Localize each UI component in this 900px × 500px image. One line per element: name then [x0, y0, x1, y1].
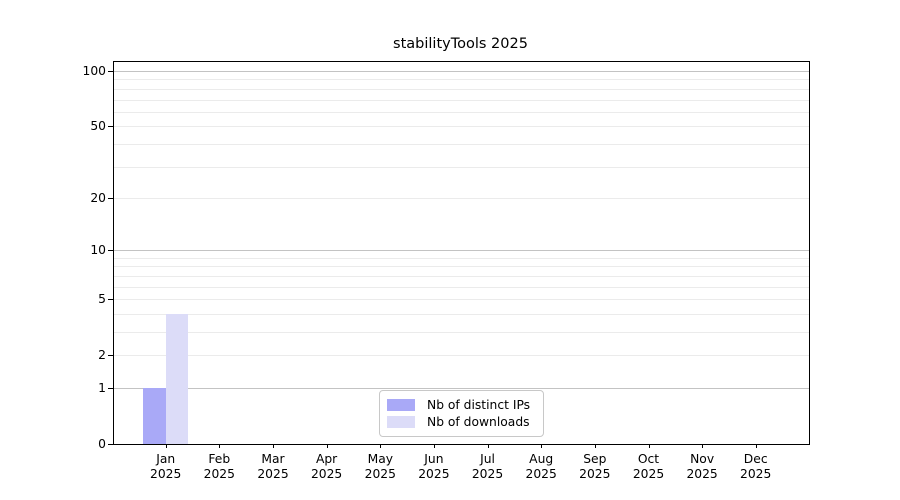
legend-row: Nb of distinct IPs — [387, 397, 535, 413]
x-tick-label: Jun 2025 — [418, 452, 450, 481]
x-tick-label: Feb 2025 — [203, 452, 235, 481]
gridline-minor — [114, 79, 809, 81]
legend-row: Nb of downloads — [387, 414, 535, 430]
x-tick — [326, 444, 328, 448]
gridline-minor — [114, 313, 809, 315]
bar-downloads — [165, 313, 189, 444]
gridline-minor — [114, 266, 809, 268]
gridline-minor — [114, 126, 809, 128]
gridline-minor — [114, 88, 809, 90]
x-axis-layer: Jan 2025 Feb 2025 Mar 2025 Apr 2025 May 2025… — [114, 62, 809, 481]
legend-label: Nb of downloads — [427, 414, 530, 429]
x-tick-label: Aug 2025 — [525, 452, 557, 481]
gridline-minor — [114, 257, 809, 259]
y-tick-label: 100 — [82, 63, 106, 78]
gridline-minor — [114, 286, 809, 288]
x-tick-label: Dec 2025 — [740, 452, 772, 481]
gridline-minor — [114, 99, 809, 101]
x-tick-label: Oct 2025 — [632, 452, 665, 481]
plot-area: Jan 2025 Feb 2025 Mar 2025 Apr 2025 May 2025… — [83, 61, 810, 481]
y-tick-label: 20 — [90, 190, 106, 205]
x-tick — [487, 444, 489, 448]
x-tick — [541, 444, 543, 448]
x-tick — [165, 444, 167, 448]
x-tick — [273, 444, 274, 448]
gridline-major — [114, 71, 809, 72]
gridline-major — [114, 388, 809, 389]
x-tick — [594, 444, 596, 448]
legend-swatch — [387, 399, 415, 411]
x-tick-label: Jan 2025 — [150, 452, 182, 481]
x-tick-label: Apr 2025 — [310, 452, 343, 481]
gridline-minor — [114, 143, 809, 145]
x-tick — [219, 444, 221, 448]
y-tick-label: 5 — [98, 292, 106, 307]
chart-title: stabilityTools 2025 — [393, 36, 528, 52]
y-tick — [108, 71, 113, 72]
x-tick-label: Nov 2025 — [686, 452, 718, 481]
y-tick-label: 1 — [98, 380, 106, 395]
x-tick-label: May 2025 — [364, 452, 396, 481]
gridlines-layer — [114, 62, 809, 444]
y-tick-label: 0 — [98, 436, 106, 451]
y-tick — [108, 197, 113, 199]
y-axis-layer: 0 1 2 5 10 20 50 100 — [83, 62, 809, 450]
y-tick — [108, 444, 113, 445]
y-tick — [108, 126, 113, 128]
x-tick — [380, 444, 382, 448]
x-tick-label: Mar 2025 — [257, 452, 289, 481]
y-tick-label: 10 — [90, 243, 106, 258]
gridline-minor — [114, 299, 809, 301]
gridline-minor — [114, 332, 809, 333]
gridline-minor — [114, 355, 809, 357]
y-tick — [108, 250, 113, 252]
x-tick — [433, 444, 435, 448]
gridline-minor — [114, 111, 809, 113]
y-tick-label: 2 — [98, 348, 106, 363]
legend: Nb of distinct IPs Nb of downloads — [379, 390, 544, 437]
gridline-minor — [114, 166, 809, 168]
x-tick — [755, 444, 757, 448]
y-tick-label: 50 — [90, 119, 106, 134]
legend-swatch — [387, 416, 415, 428]
gridline-minor — [114, 197, 809, 199]
y-tick — [108, 299, 113, 301]
x-tick — [648, 444, 650, 448]
legend-label: Nb of distinct IPs — [427, 397, 531, 412]
gridline-major — [114, 250, 809, 252]
gridline-minor — [114, 275, 809, 277]
y-tick — [108, 388, 113, 389]
x-tick — [702, 444, 704, 448]
y-tick — [108, 355, 113, 357]
bar-distinct-ips — [143, 388, 166, 444]
x-tick-label: Sep 2025 — [579, 452, 611, 481]
x-tick-label: Jul 2025 — [471, 452, 504, 481]
bars-layer — [114, 62, 809, 444]
